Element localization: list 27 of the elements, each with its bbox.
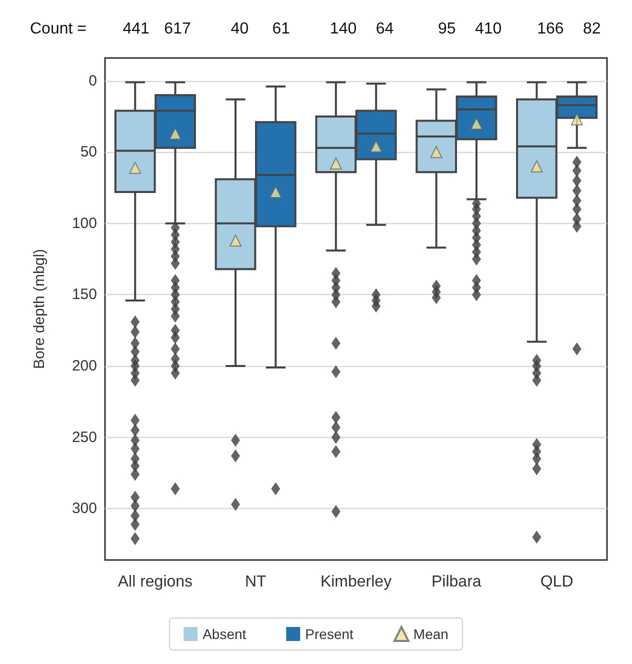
- y-axis-title: Bore depth (mbgl): [31, 248, 48, 370]
- text: 95: [438, 20, 456, 38]
- legend-label: Mean: [413, 626, 448, 642]
- y-tick-label: 300: [72, 500, 97, 518]
- y-tick-label: 50: [80, 144, 97, 161]
- text: 617: [164, 20, 191, 38]
- text: 40: [230, 20, 249, 38]
- text: 61: [272, 20, 290, 38]
- y-tick-label: 200: [72, 358, 97, 375]
- y-tick-label: 150: [72, 286, 97, 304]
- x-tick-label: QLD: [540, 574, 574, 590]
- text: 140: [330, 20, 357, 38]
- text: 410: [474, 20, 502, 38]
- text: 441: [122, 20, 150, 38]
- text: 64: [376, 20, 394, 38]
- text: 82: [583, 20, 601, 38]
- text: 166: [537, 20, 564, 38]
- legend-label: Present: [305, 626, 354, 642]
- y-tick-label: 0: [88, 72, 97, 90]
- text: Count =: [30, 20, 86, 38]
- y-tick-label: 250: [72, 428, 97, 446]
- x-tick-label: All regions: [118, 574, 193, 590]
- x-tick-label: NT: [244, 574, 266, 590]
- legend-label: Absent: [202, 626, 246, 642]
- y-tick-label: 100: [72, 214, 97, 232]
- x-tick-label: Kimberley: [320, 574, 392, 590]
- x-tick-label: Pilbara: [431, 574, 482, 590]
